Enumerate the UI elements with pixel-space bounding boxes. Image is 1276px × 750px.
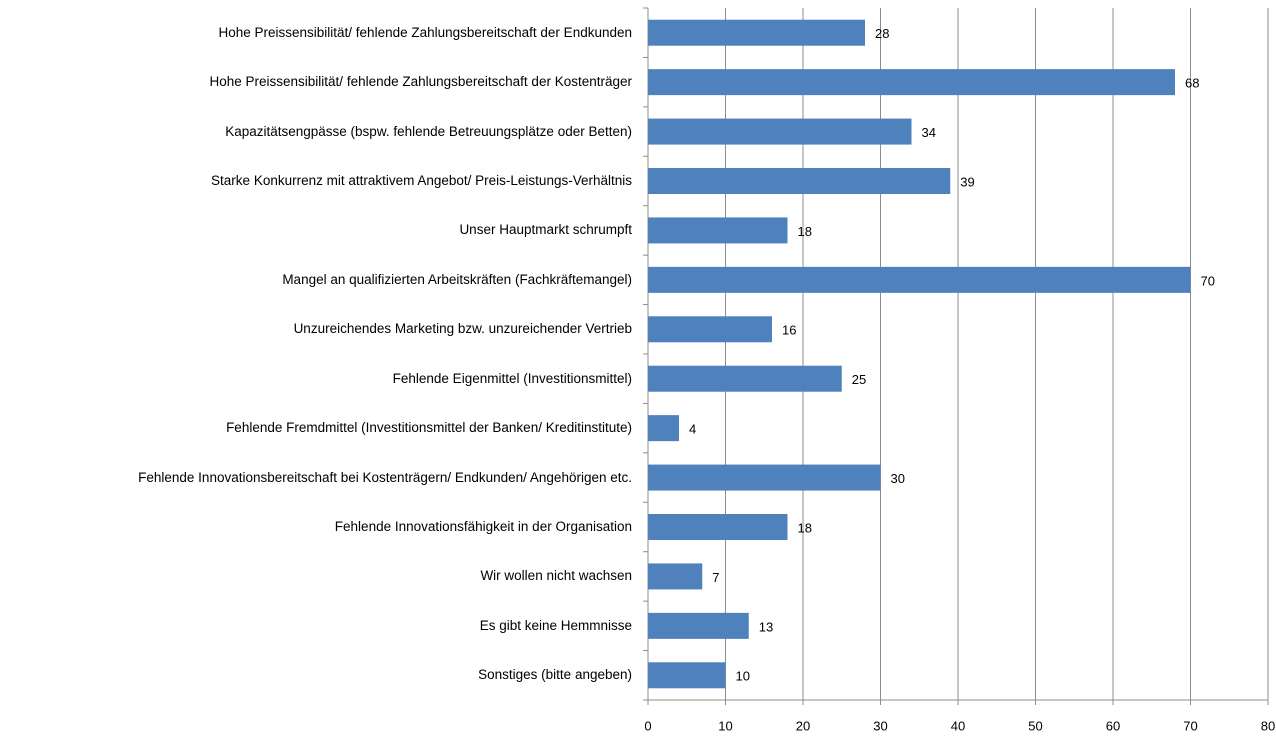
y-tick-label: Fehlende Fremdmittel (Investitionsmittel… [226, 420, 632, 436]
y-tick-label: Hohe Preissensibilität/ fehlende Zahlung… [218, 24, 632, 40]
y-tick-label: Starke Konkurrenz mit attraktivem Angebo… [211, 173, 632, 188]
data-label: 13 [759, 619, 773, 634]
bar [648, 563, 703, 590]
data-label: 39 [960, 174, 974, 189]
data-label: 7 [712, 570, 719, 585]
bar [648, 662, 726, 689]
data-label: 16 [782, 323, 796, 338]
bar [648, 464, 881, 491]
data-label: 10 [736, 669, 750, 684]
x-tick-label: 20 [796, 718, 810, 733]
data-label: 25 [852, 372, 866, 387]
y-tick-label: Hohe Preissensibilität/ fehlende Zahlung… [209, 74, 633, 90]
x-tick-label: 30 [873, 718, 887, 733]
x-tick-label: 40 [951, 718, 965, 733]
y-tick-label: Wir wollen nicht wachsen [480, 568, 632, 584]
x-tick-label: 10 [718, 718, 732, 733]
data-label: 30 [891, 471, 905, 486]
bar [648, 514, 788, 540]
y-tick-label: Sonstiges (bitte angeben) [478, 667, 632, 683]
bar [648, 168, 951, 194]
data-label: 18 [798, 520, 812, 535]
y-tick-label: Fehlende Innovationsfähigkeit in der Org… [334, 519, 632, 534]
x-tick-label: 70 [1183, 718, 1197, 733]
x-tick-label: 60 [1106, 718, 1120, 733]
data-label: 70 [1201, 273, 1215, 288]
y-tick-label: Mangel an qualifizierten Arbeitskräften … [282, 271, 632, 287]
data-label: 4 [689, 422, 696, 437]
y-tick-label: Unzureichendes Marketing bzw. unzureiche… [293, 321, 632, 337]
bar [648, 217, 788, 244]
bar [648, 612, 749, 639]
y-tick-label: Kapazitätsengpässe (bspw. fehlende Betre… [225, 123, 632, 139]
x-tick-label: 80 [1261, 718, 1275, 733]
bar [648, 118, 912, 145]
y-tick-label: Es gibt keine Hemmnisse [479, 617, 632, 633]
y-tick-label: Fehlende Innovationsbereitschaft bei Kos… [138, 469, 632, 485]
data-label: 18 [798, 224, 812, 239]
bar [648, 415, 679, 442]
x-tick-label: 0 [644, 718, 651, 733]
x-tick-label: 50 [1028, 718, 1042, 733]
bar [648, 69, 1175, 96]
bar [648, 266, 1191, 293]
bar [648, 316, 772, 343]
bar [648, 19, 865, 46]
data-label: 28 [875, 26, 889, 41]
data-label: 68 [1185, 76, 1199, 91]
bar [648, 365, 842, 392]
data-label: 34 [922, 125, 936, 140]
y-tick-label: Fehlende Eigenmittel (Investitionsmittel… [392, 370, 632, 386]
y-tick-label: Unser Hauptmarkt schrumpft [459, 222, 632, 238]
